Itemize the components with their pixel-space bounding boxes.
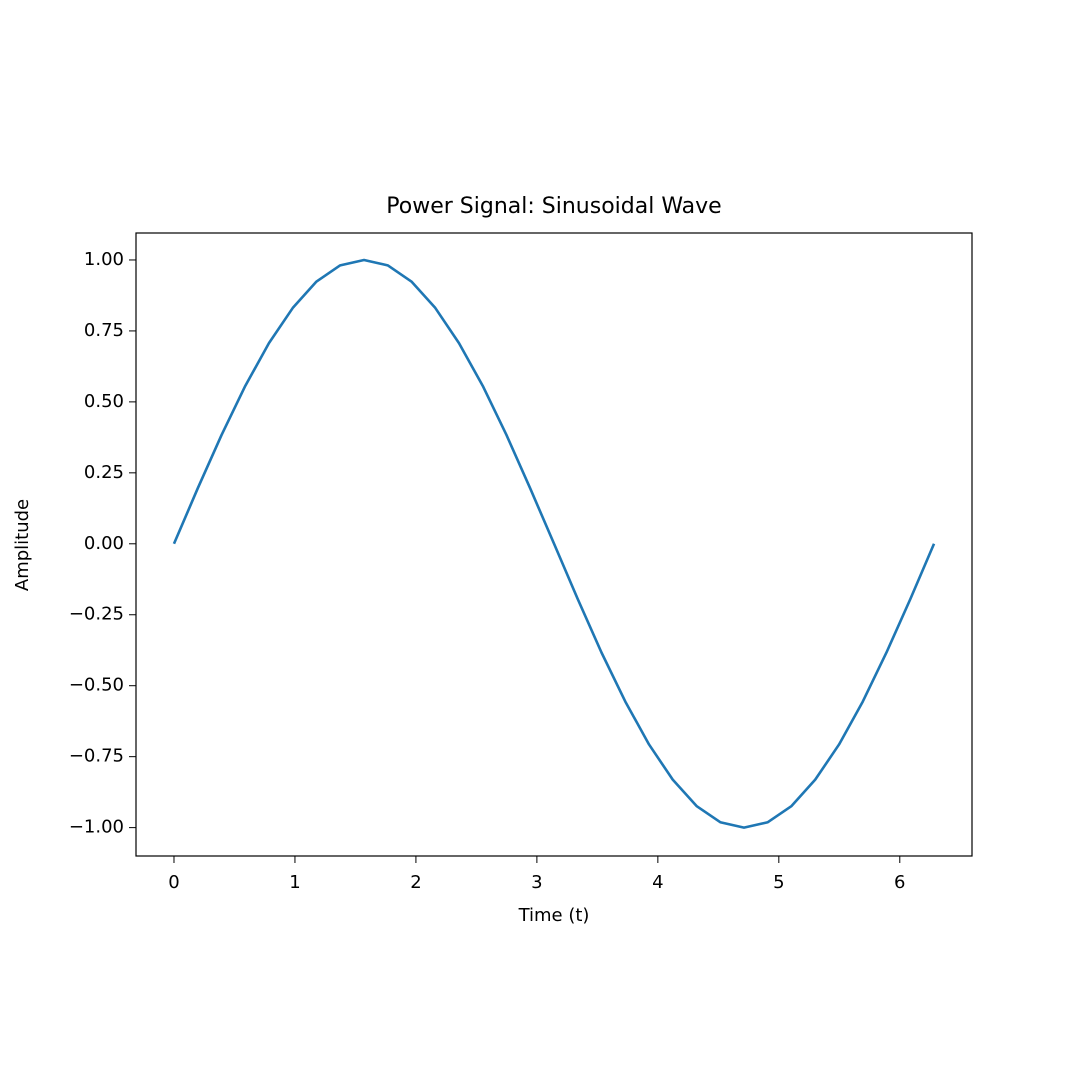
- y-tick-label: −0.75: [69, 746, 124, 767]
- x-tick-label: 0: [168, 872, 179, 893]
- x-tick-label: 2: [410, 872, 421, 893]
- y-tick-label: 0.00: [84, 533, 124, 554]
- y-tick-label: 0.75: [84, 320, 124, 341]
- x-tick-label: 4: [652, 872, 663, 893]
- x-axis-label: Time (t): [518, 905, 590, 926]
- chart-title: Power Signal: Sinusoidal Wave: [386, 194, 721, 219]
- x-tick-label: 3: [531, 872, 542, 893]
- y-axis-label: Amplitude: [12, 499, 33, 591]
- y-tick-label: 0.25: [84, 462, 124, 483]
- y-tick-label: −1.00: [69, 817, 124, 838]
- y-tick-label: −0.50: [69, 675, 124, 696]
- y-tick-label: 0.50: [84, 391, 124, 412]
- y-tick-label: −0.25: [69, 604, 124, 625]
- x-tick-label: 6: [894, 872, 905, 893]
- y-tick-label: 1.00: [84, 249, 124, 270]
- line-series: [172, 258, 936, 829]
- x-tick-label: 5: [773, 872, 784, 893]
- x-tick-label: 1: [289, 872, 300, 893]
- plot-frame: [135, 232, 973, 857]
